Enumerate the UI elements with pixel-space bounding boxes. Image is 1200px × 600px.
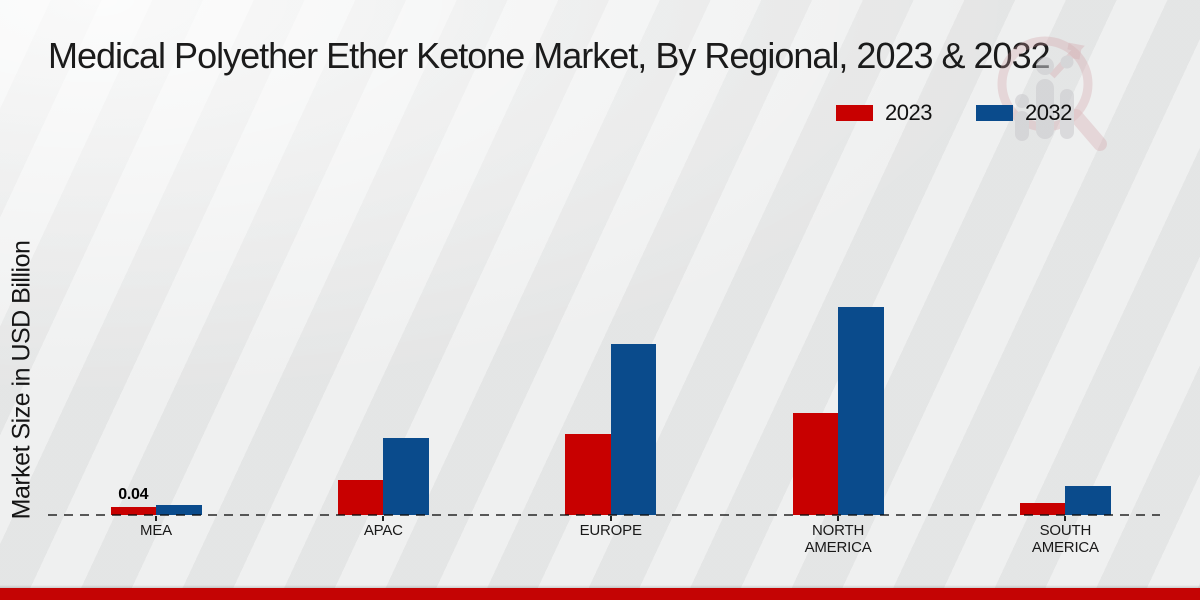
legend: 2023 2032	[836, 100, 1072, 126]
x-tick-label-mea: MEA	[140, 522, 172, 539]
bar-2032-south-america	[1065, 485, 1111, 515]
bar-2032-mea	[156, 504, 202, 515]
legend-label-2032: 2032	[1024, 100, 1072, 125]
bar-2023-mea	[110, 506, 156, 515]
x-axis-tick-south-america	[1064, 516, 1067, 521]
footer-divider	[0, 585, 1200, 588]
bar-2032-apac	[383, 438, 429, 515]
legend-swatch-2032-icon	[975, 105, 1013, 121]
magnifier-bar-chart-logo-watermark	[997, 36, 1107, 151]
x-axis-tick-north-america	[837, 516, 840, 521]
bar-2023-apac	[337, 479, 384, 515]
bar-2023-north-america	[792, 413, 839, 515]
x-axis-tick-mea	[155, 516, 157, 521]
value-label-2023-mea: 0.04	[118, 485, 149, 503]
legend-item-2023: 2023	[836, 100, 932, 126]
x-tick-label-north-america: NORTH AMERICA	[804, 522, 872, 556]
bar-2032-north-america	[838, 307, 884, 515]
x-tick-label-apac: APAC	[363, 522, 403, 539]
bar-2023-south-america	[1019, 502, 1066, 515]
footer-red-band	[0, 588, 1200, 600]
x-axis-baseline	[48, 514, 1160, 516]
legend-label-2023: 2023	[885, 100, 932, 125]
bar-2023-europe	[565, 433, 611, 515]
x-tick-label-europe: EUROPE	[579, 522, 642, 539]
legend-item-2032: 2032	[975, 100, 1072, 126]
x-tick-label-south-america: SOUTH AMERICA	[1031, 522, 1099, 556]
bar-2032-europe	[610, 344, 657, 515]
x-axis-tick-europe	[609, 516, 612, 521]
chart-title: Medical Polyether Ether Ketone Market, B…	[48, 35, 1051, 76]
legend-swatch-2023-icon	[836, 105, 873, 121]
x-axis-tick-apac	[382, 516, 385, 521]
